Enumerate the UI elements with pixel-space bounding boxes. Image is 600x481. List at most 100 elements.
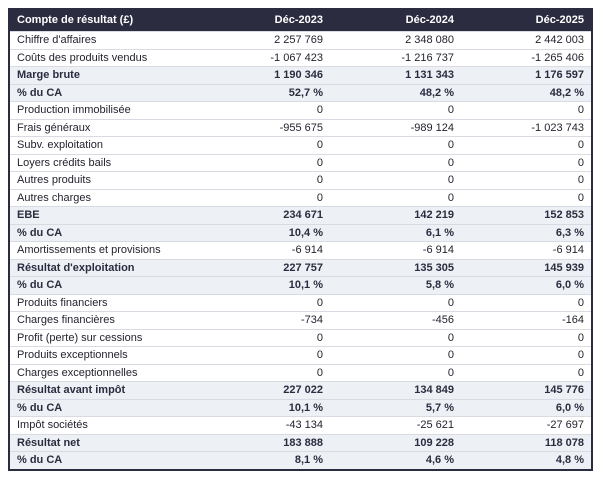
row-label: Charges exceptionnelles [9,363,199,382]
cell-value: 152 853 [461,206,592,224]
cell-value: 109 228 [330,433,461,452]
table-row: Amortissements et provisions -6 914 -6 914… [9,241,592,259]
table-row: Produits financiers 0 0 0 [9,293,592,312]
cell-value: -164 [461,311,592,329]
cell-value: 118 078 [461,433,592,452]
table-header: Compte de résultat (£) Déc-2023 Déc-2024… [9,9,592,32]
cell-value: 52,7 % [199,83,330,102]
table-row: Autres charges 0 0 0 [9,188,592,207]
cell-value: 6,0 % [461,276,592,294]
table-row: Marge brute 1 190 346 1 131 343 1 176 597 [9,66,592,84]
cell-value: 0 [199,171,330,189]
table-row: Chiffre d'affaires 2 257 769 2 348 080 2 44… [9,31,592,49]
cell-value: 0 [199,293,330,312]
table-row: Production immobilisée 0 0 0 [9,101,592,119]
row-label: Chiffre d'affaires [9,31,199,49]
cell-value: 10,4 % [199,223,330,242]
table-row: % du CA 10,1 % 5,7 % 6,0 % [9,398,592,417]
table-row: % du CA 10,1 % 5,8 % 6,0 % [9,276,592,294]
table-title: Compte de résultat (£) [9,9,199,32]
cell-value: 10,1 % [199,276,330,294]
cell-value: -27 697 [461,416,592,434]
column-header-dec-2023: Déc-2023 [199,9,330,32]
cell-value: 48,2 % [461,83,592,102]
cell-value: 134 849 [330,381,461,399]
row-label: EBE [9,206,199,224]
cell-value: 0 [199,346,330,364]
cell-value: 0 [199,328,330,347]
cell-value: 234 671 [199,206,330,224]
cell-value: -1 023 743 [461,118,592,137]
table-row: Résultat net 183 888 109 228 118 078 [9,433,592,452]
cell-value: -734 [199,311,330,329]
header-row: Compte de résultat (£) Déc-2023 Déc-2024… [9,9,592,32]
table-row: Impôt sociétés -43 134 -25 621 -27 697 [9,416,592,434]
row-label: Produits financiers [9,293,199,312]
cell-value: 0 [330,328,461,347]
cell-value: 6,0 % [461,398,592,417]
table-row: Loyers crédits bails 0 0 0 [9,153,592,172]
cell-value: -989 124 [330,118,461,137]
cell-value: 0 [461,188,592,207]
row-label: % du CA [9,223,199,242]
row-label: Amortissements et provisions [9,241,199,259]
cell-value: 0 [330,101,461,119]
row-label: Profit (perte) sur cessions [9,328,199,347]
table-row: Profit (perte) sur cessions 0 0 0 [9,328,592,347]
cell-value: -955 675 [199,118,330,137]
cell-value: -1 265 406 [461,48,592,67]
cell-value: 227 757 [199,258,330,277]
cell-value: 0 [461,328,592,347]
table-row: Subv. exploitation 0 0 0 [9,136,592,154]
cell-value: 0 [330,363,461,382]
cell-value: 6,1 % [330,223,461,242]
cell-value: 0 [330,188,461,207]
table-body: Chiffre d'affaires 2 257 769 2 348 080 2 44… [9,31,592,470]
cell-value: 0 [461,346,592,364]
row-label: Subv. exploitation [9,136,199,154]
cell-value: 0 [330,293,461,312]
row-label: Charges financières [9,311,199,329]
cell-value: 1 190 346 [199,66,330,84]
row-label: Production immobilisée [9,101,199,119]
cell-value: 10,1 % [199,398,330,417]
table-row: Résultat d'exploitation 227 757 135 305 145… [9,258,592,277]
row-label: Impôt sociétés [9,416,199,434]
cell-value: -6 914 [199,241,330,259]
row-label: % du CA [9,398,199,417]
cell-value: 4,8 % [461,451,592,470]
column-header-dec-2025: Déc-2025 [461,9,592,32]
cell-value: 4,6 % [330,451,461,470]
cell-value: 8,1 % [199,451,330,470]
row-label: Coûts des produits vendus [9,48,199,67]
row-label: Produits exceptionnels [9,346,199,364]
cell-value: 5,8 % [330,276,461,294]
row-label: Frais généraux [9,118,199,137]
row-label: Loyers crédits bails [9,153,199,172]
cell-value: 183 888 [199,433,330,452]
cell-value: 48,2 % [330,83,461,102]
cell-value: 0 [461,101,592,119]
table-row: Produits exceptionnels 0 0 0 [9,346,592,364]
row-label: % du CA [9,451,199,470]
cell-value: 0 [330,136,461,154]
cell-value: 0 [461,363,592,382]
cell-value: 0 [199,136,330,154]
cell-value: 145 939 [461,258,592,277]
cell-value: -1 216 737 [330,48,461,67]
table-row: % du CA 52,7 % 48,2 % 48,2 % [9,83,592,102]
income-statement-table: Compte de résultat (£) Déc-2023 Déc-2024… [8,8,593,471]
cell-value: -6 914 [330,241,461,259]
cell-value: 0 [330,171,461,189]
cell-value: 0 [461,293,592,312]
row-label: Autres produits [9,171,199,189]
cell-value: -1 067 423 [199,48,330,67]
cell-value: 145 776 [461,381,592,399]
cell-value: -25 621 [330,416,461,434]
cell-value: 1 131 343 [330,66,461,84]
cell-value: -456 [330,311,461,329]
row-label: Marge brute [9,66,199,84]
row-label: Autres charges [9,188,199,207]
cell-value: 0 [461,171,592,189]
